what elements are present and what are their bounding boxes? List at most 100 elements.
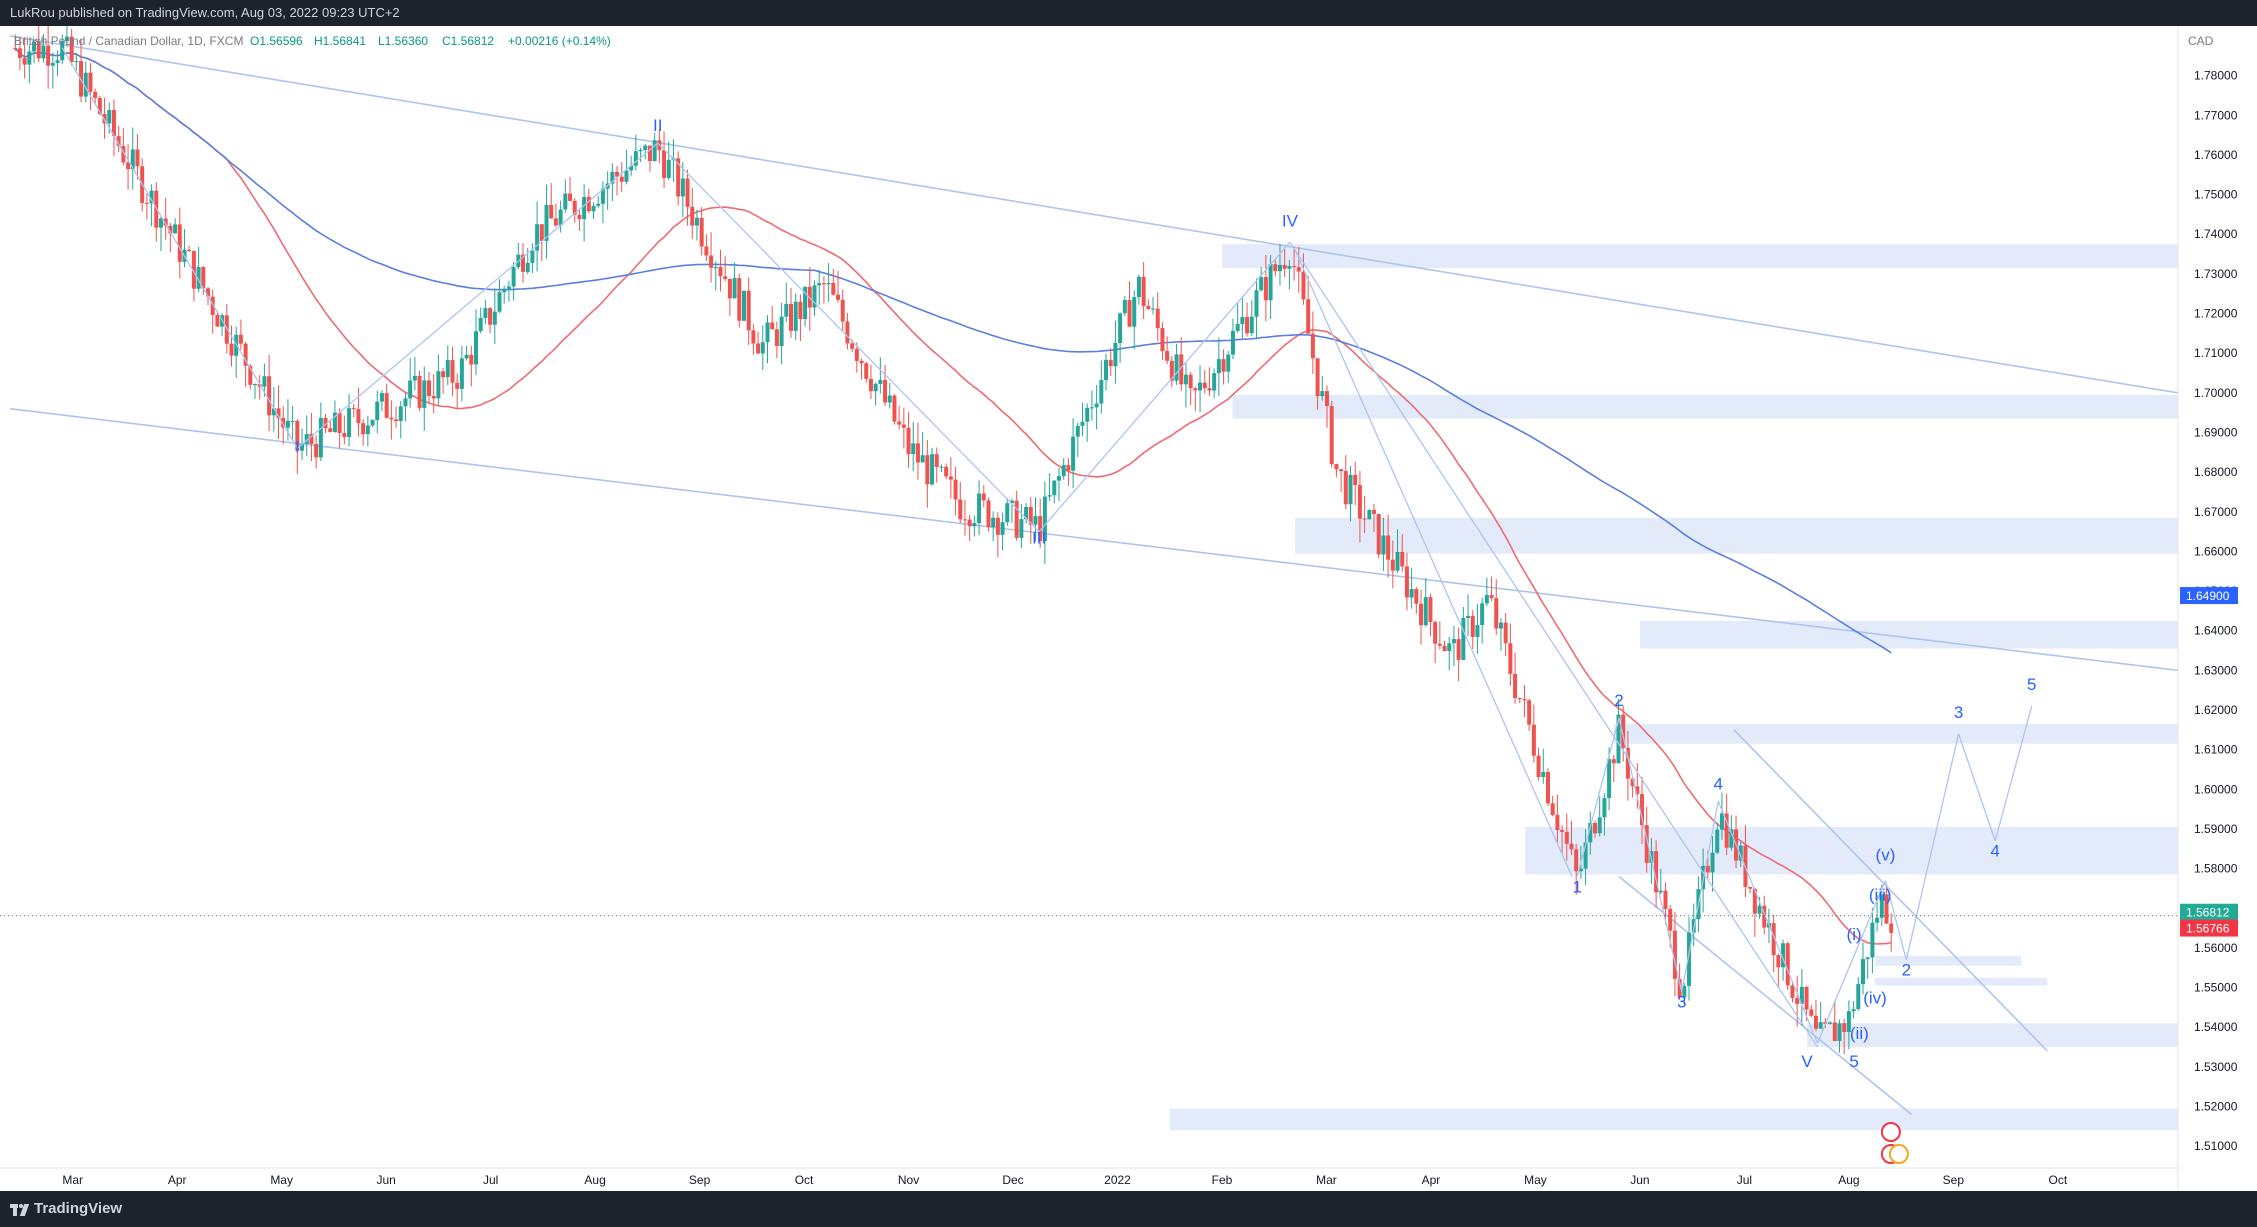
zigzag-segment <box>1717 800 1819 1044</box>
price-tick-label: 1.67000 <box>2194 505 2238 519</box>
price-tick-label: 1.63000 <box>2194 663 2238 677</box>
candle-body <box>765 322 770 343</box>
legend-high: H1.56841 <box>314 34 366 48</box>
candle-body <box>1306 299 1311 334</box>
chart-area[interactable]: I II III IV V 1 2 3 4 5 (i) (ii) (iii) (iv) (v) 2 3 4 5 1.… <box>0 23 2257 1191</box>
wave-label: (iv) <box>1863 988 1887 1007</box>
candle-body <box>821 283 826 285</box>
candle-body <box>459 358 464 389</box>
candle-body <box>1301 271 1306 300</box>
candle-body <box>1292 266 1297 268</box>
candle-body <box>610 171 615 184</box>
candle-body <box>727 278 732 299</box>
candle-body <box>248 365 253 385</box>
wave-label: 5 <box>2027 675 2036 694</box>
wave-label: 2 <box>1614 691 1623 710</box>
trendline-0 <box>9 35 2179 394</box>
candle-body <box>97 97 102 114</box>
candle-body <box>1329 406 1334 465</box>
candle-body <box>408 380 413 399</box>
candle-body <box>1456 639 1461 660</box>
candle-body <box>624 170 629 182</box>
time-tick-label: Jul <box>483 1173 498 1187</box>
candle-body <box>901 424 906 428</box>
candle-body <box>1621 714 1626 748</box>
candle-body <box>1179 354 1184 385</box>
time-tick-label: Sep <box>1943 1173 1965 1187</box>
candle-body <box>1165 351 1170 361</box>
candle-body <box>412 375 417 381</box>
candle-body <box>920 455 925 463</box>
candle-body <box>1668 908 1673 931</box>
candle-body <box>1884 894 1889 924</box>
candle-body <box>1367 509 1372 520</box>
candle-body <box>1066 465 1071 471</box>
candle-body <box>647 145 652 162</box>
zigzag-segment <box>1957 733 1996 842</box>
candle-body <box>83 72 88 97</box>
candle-body <box>1282 264 1287 269</box>
publish-bar: LukRou published on TradingView.com, Aug… <box>0 0 2257 26</box>
candle-body <box>1705 865 1710 873</box>
candle-body <box>840 299 845 322</box>
time-tick-label: Aug <box>1838 1173 1859 1187</box>
candle-body <box>1169 360 1174 381</box>
price-tick-label: 1.70000 <box>2194 386 2238 400</box>
price-tick-label: 1.68000 <box>2194 465 2238 479</box>
event-icons[interactable] <box>1880 1122 1909 1164</box>
candle-body <box>784 303 789 317</box>
price-tick-label: 1.56000 <box>2194 941 2238 955</box>
candle-body <box>887 395 892 403</box>
wave-label: (i) <box>1847 925 1862 944</box>
candle-body <box>243 343 248 366</box>
candle-body <box>290 420 295 422</box>
price-axis[interactable]: 1.78000 1.77000 1.76000 1.75000 1.74000 1.730… <box>2177 26 2238 1191</box>
candle-body <box>1207 388 1212 391</box>
candle-body <box>1889 923 1894 933</box>
candle-body <box>281 417 286 428</box>
time-tick-label: Mar <box>62 1173 83 1187</box>
candle-body <box>300 443 305 451</box>
trendline-2 <box>1733 729 2048 1052</box>
candle-body <box>1879 894 1884 918</box>
candle-body <box>332 412 337 432</box>
candle-body <box>553 218 558 226</box>
candle-body <box>1376 513 1381 555</box>
candle-body <box>356 409 361 424</box>
candle-body <box>915 443 920 463</box>
wave-label: III <box>1032 529 1046 548</box>
time-tick-label: Mar <box>1316 1173 1337 1187</box>
candle-body <box>417 375 422 408</box>
candle-body <box>483 308 488 318</box>
candle-body <box>1541 771 1546 778</box>
tradingview-logo[interactable]: TradingView <box>10 1200 122 1217</box>
price-tick-label: 1.74000 <box>2194 227 2238 241</box>
zigzag-segment <box>1884 880 1907 960</box>
candle-body <box>690 206 695 226</box>
time-tick-label: 2022 <box>1104 1173 1131 1187</box>
candle-body <box>873 383 878 392</box>
candle-body <box>892 395 897 422</box>
zigzag-segment <box>61 47 298 449</box>
zigzag-segment <box>1294 249 1573 877</box>
candle-body <box>948 476 953 480</box>
wave-label: 5 <box>1849 1052 1858 1071</box>
candle-body <box>756 343 761 354</box>
price-tick-label: 1.59000 <box>2194 822 2238 836</box>
candle-body <box>1183 374 1188 385</box>
zigzag-segment <box>296 142 659 449</box>
candle-body <box>591 205 596 212</box>
candle-body <box>229 343 234 356</box>
candle-body <box>1466 615 1471 619</box>
candle-body <box>351 408 356 410</box>
wave-label: (iii) <box>1869 885 1892 904</box>
candle-body <box>704 246 709 256</box>
time-axis[interactable]: Mar Apr May Jun Jul Aug Sep Oct Nov Dec 2022 Feb Mar… <box>0 1167 2178 1187</box>
price-tick-label: 1.72000 <box>2194 307 2238 321</box>
candle-body <box>713 267 718 269</box>
zigzag-segment <box>1816 880 1887 1044</box>
candle-body <box>1856 984 1861 1010</box>
legend-open: O1.56596 <box>250 34 303 48</box>
price-tick-label: 1.62000 <box>2194 703 2238 717</box>
